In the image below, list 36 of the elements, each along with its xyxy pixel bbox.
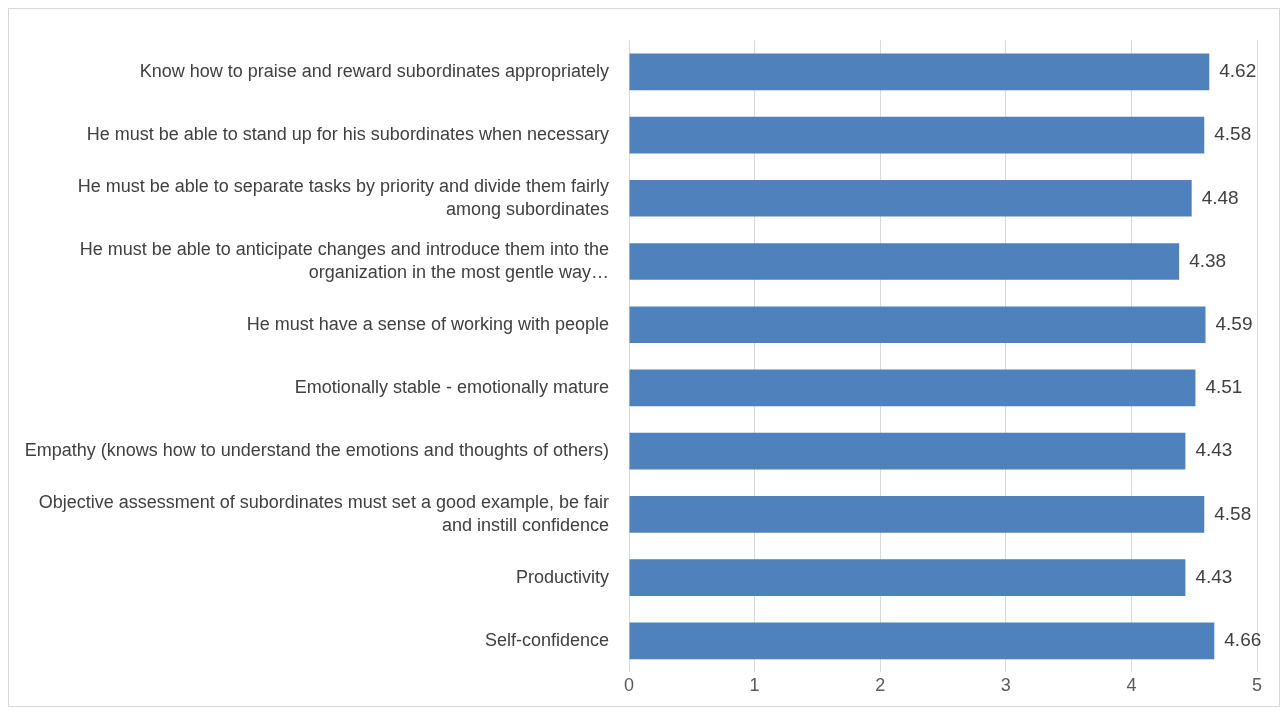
bar — [629, 496, 1205, 533]
data-label: 4.58 — [1214, 502, 1252, 524]
data-label: 4.51 — [1205, 376, 1243, 398]
x-tick-label: 3 — [1000, 675, 1011, 696]
data-label: 4.58 — [1214, 123, 1252, 145]
bar — [629, 369, 1196, 407]
bar — [629, 179, 1192, 217]
data-label: 4.38 — [1189, 249, 1227, 271]
bar — [629, 622, 1215, 660]
bar — [629, 559, 1186, 596]
y-tick-label: Emotionally stable - emotionally mature — [294, 376, 609, 397]
bar — [629, 116, 1205, 154]
y-tick-label: He must be able to separate tasks by priority and divide them fairly among subordinates — [77, 176, 609, 219]
y-tick-label: Productivity — [515, 566, 609, 587]
x-tick-label: 5 — [1251, 675, 1263, 696]
x-tick-label: 1 — [749, 675, 760, 696]
y-tick-label: Self-confidence — [484, 629, 609, 650]
data-label: 4.62 — [1219, 60, 1257, 82]
data-label: 4.48 — [1201, 186, 1239, 208]
y-tick-label: Empathy (knows how to understand the emotions and thoughts of others) — [24, 440, 609, 461]
bar — [629, 53, 1210, 91]
y-tick-label: He must be able to anticipate changes and introduce them into the organization in the most gentle way… — [79, 239, 609, 282]
y-tick-label: He must be able to stand up for his subordinates when necessary — [86, 124, 609, 145]
y-tick-label: Objective assessment of subordinates must set a good example, be fair and instill confidence — [38, 492, 609, 535]
y-tick-label: He must have a sense of working with people — [246, 313, 609, 334]
bar — [629, 306, 1206, 344]
x-tick-label: 0 — [623, 675, 635, 696]
data-label: 4.43 — [1195, 565, 1233, 587]
data-label: 4.66 — [1224, 629, 1262, 651]
bar — [629, 432, 1186, 470]
y-tick-label: Know how to praise and reward subordinates appropriately — [139, 60, 609, 81]
data-label: 4.59 — [1215, 312, 1253, 334]
x-tick-label: 4 — [1126, 675, 1137, 696]
data-label: 4.43 — [1195, 439, 1233, 461]
x-tick-label: 2 — [875, 675, 886, 696]
bar — [629, 243, 1180, 280]
